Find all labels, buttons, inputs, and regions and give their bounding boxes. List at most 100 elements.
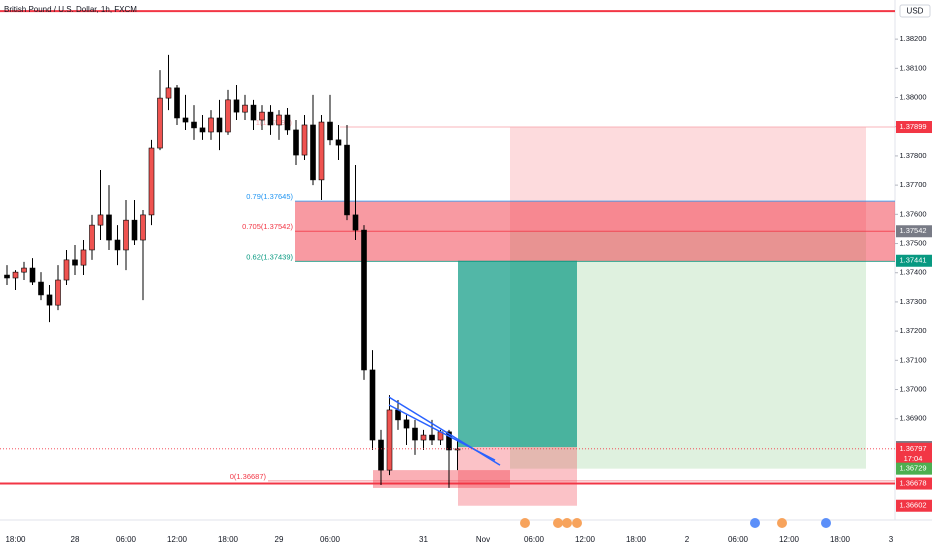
- y-tick-label: 1.37300: [899, 297, 926, 306]
- candle-body: [259, 111, 265, 121]
- candle-body: [403, 419, 410, 429]
- y-tick-label: 1.38000: [899, 93, 926, 102]
- candle-body: [140, 214, 146, 241]
- x-tick-label: 3: [889, 535, 894, 544]
- candle-body: [46, 294, 53, 306]
- x-tick-label: 06:00: [320, 535, 341, 544]
- candle-body: [267, 111, 274, 126]
- candle-body: [412, 427, 418, 441]
- candle-body: [21, 267, 27, 273]
- candle-body: [352, 214, 359, 231]
- candle-body: [378, 439, 384, 471]
- x-tick-label: 18:00: [830, 535, 851, 544]
- candle-body: [310, 124, 316, 181]
- x-tick-label: 06:00: [116, 535, 137, 544]
- price-label-box: [896, 121, 932, 134]
- fib-label: 0.62(1.37439): [246, 252, 293, 261]
- candle-body: [386, 409, 393, 471]
- candle-body: [395, 409, 401, 421]
- candle-body: [225, 99, 231, 133]
- trendline: [388, 404, 496, 461]
- y-tick-label: 1.37000: [899, 385, 926, 394]
- candle-body: [106, 214, 112, 241]
- event-icon: [750, 518, 760, 528]
- zone-box: [373, 470, 510, 488]
- price-label-box: [896, 442, 932, 465]
- y-tick-label: 1.37100: [899, 355, 926, 364]
- price-label-box: [896, 225, 932, 238]
- candle-body: [72, 259, 78, 266]
- candle-body: [97, 214, 104, 226]
- price-label-box: [896, 462, 932, 475]
- x-tick-label: Nov: [476, 535, 490, 544]
- candle-body: [361, 229, 367, 371]
- candle-body: [301, 124, 308, 156]
- candle-body: [191, 121, 197, 129]
- fib-label: 0.79(1.37645): [246, 192, 293, 201]
- candle-body: [250, 104, 257, 121]
- candle-body: [89, 224, 95, 251]
- candle-body: [80, 249, 87, 266]
- candle-body: [114, 239, 121, 251]
- y-tick-label: 1.37600: [899, 209, 926, 218]
- y-tick-label: 1.37700: [899, 180, 926, 189]
- candle-body: [454, 448, 461, 451]
- long-target-zone: [458, 260, 577, 448]
- candle-body: [157, 97, 163, 149]
- x-tick-label: 12:00: [575, 535, 596, 544]
- candle-body: [199, 127, 206, 133]
- candle-body: [165, 87, 172, 99]
- event-icon: [553, 518, 563, 528]
- candle-body: [131, 219, 138, 241]
- candle-body: [123, 219, 129, 251]
- price-label: 1.36729: [899, 464, 926, 473]
- candle-body: [344, 144, 350, 216]
- long-stop-zone: [458, 447, 577, 506]
- event-icon: [777, 518, 787, 528]
- candle-body: [327, 121, 333, 141]
- candle-body: [182, 117, 189, 123]
- candle-body: [369, 369, 376, 441]
- candle-body: [29, 267, 36, 283]
- event-icon: [520, 518, 530, 528]
- event-icons: [520, 518, 831, 528]
- price-label-box: [896, 254, 932, 267]
- currency-box: [899, 4, 931, 18]
- price-label: 1.37899: [899, 122, 926, 131]
- y-tick-label: 1.37200: [899, 326, 926, 335]
- x-tick-label: 06:00: [728, 535, 749, 544]
- candle-body: [335, 139, 342, 146]
- x-tick-label: 18:00: [218, 535, 239, 544]
- price-label-box: [896, 499, 932, 512]
- price-label: 1.36602: [899, 501, 926, 510]
- candle-body: [208, 117, 214, 133]
- candle-body: [429, 434, 435, 441]
- candle-body: [174, 87, 180, 119]
- candle-body: [446, 431, 452, 451]
- chart-title: British Pound / U.S. Dollar, 1h, FXCM: [4, 5, 137, 14]
- x-tick-label: 18:00: [5, 535, 26, 544]
- candle-body: [293, 129, 299, 156]
- fib-label: 0(1.36687): [230, 472, 267, 481]
- candle-body: [216, 117, 223, 133]
- x-tick-label: 12:00: [167, 535, 188, 544]
- candle-body: [38, 281, 44, 296]
- fib-label: 1(1.37899): [256, 118, 293, 127]
- candle-body: [4, 274, 10, 279]
- candle-body: [242, 104, 248, 113]
- y-tick-label: 1.37400: [899, 268, 926, 277]
- y-tick-label: 1.38100: [899, 63, 926, 72]
- countdown-label: 17:04: [904, 454, 923, 463]
- candle-body: [63, 259, 70, 281]
- candle-body: [318, 121, 325, 181]
- y-tick-label: 1.36900: [899, 414, 926, 423]
- y-tick-label: 1.37500: [899, 239, 926, 248]
- y-tick-label: 1.37800: [899, 151, 926, 160]
- candle-body: [233, 99, 240, 113]
- x-tick-label: 06:00: [524, 535, 545, 544]
- currency-label: USD: [907, 7, 924, 16]
- price-label: 1.36678: [899, 479, 926, 488]
- event-icon: [562, 518, 572, 528]
- price-label: 1.37542: [899, 226, 926, 235]
